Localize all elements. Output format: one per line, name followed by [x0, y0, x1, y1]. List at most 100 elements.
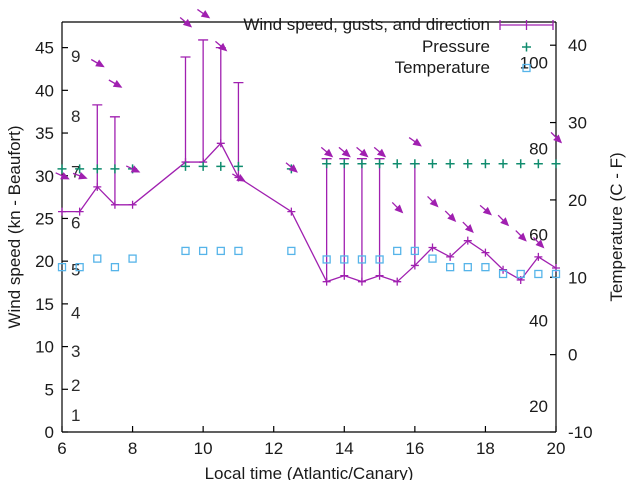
- wind-gust-bar: [109, 116, 120, 205]
- wind-speed-marker: [446, 252, 455, 261]
- y-tick-label-25: 25: [35, 209, 54, 228]
- celsius-tick-label--10: -10: [568, 423, 593, 442]
- wind-direction-arrow: [179, 17, 193, 28]
- temperature-marker: [287, 246, 296, 256]
- celsius-tick-label-10: 10: [568, 268, 587, 287]
- temperature-marker: [393, 246, 402, 256]
- pressure-marker: [339, 159, 349, 169]
- wind-direction-arrow: [215, 40, 228, 52]
- wind-gust-bar: [198, 39, 209, 163]
- x-tick-label-18: 18: [476, 439, 495, 458]
- arrow-head: [236, 174, 246, 182]
- pressure-marker: [357, 159, 367, 169]
- beaufort-label-7: 7: [71, 162, 80, 181]
- wind-direction-arrow: [285, 162, 298, 173]
- wind-speed-marker: [393, 277, 402, 286]
- pressure-marker: [428, 159, 437, 169]
- pressure-marker: [216, 161, 226, 171]
- arrow-head: [60, 172, 70, 180]
- legend-label-temperature: Temperature: [395, 58, 490, 77]
- arrow-head: [288, 164, 298, 173]
- pressure-marker: [392, 159, 402, 169]
- temperature-marker: [57, 262, 67, 272]
- x-axis-title: Local time (Atlantic/Canary): [205, 464, 414, 480]
- beaufort-label-3: 3: [71, 342, 80, 361]
- wind-direction-arrow: [320, 146, 334, 158]
- wind-speed-marker: [499, 265, 508, 274]
- temperature-marker: [534, 269, 543, 279]
- wind-direction-arrow: [232, 173, 246, 182]
- pressure-marker: [57, 164, 67, 174]
- arrow-head: [95, 59, 105, 68]
- arrow-head: [464, 224, 474, 234]
- legend-label-wind: Wind speed, gusts, and direction: [243, 15, 490, 34]
- arrow-head: [517, 232, 527, 242]
- wind-direction-arrow: [373, 146, 387, 158]
- temperature-marker: [428, 254, 437, 263]
- wind-direction-arrow: [550, 131, 563, 144]
- wind-speed-marker: [58, 207, 66, 216]
- wind-direction-arrow: [356, 146, 369, 158]
- temperature-marker: [128, 254, 137, 263]
- temperature-marker: [516, 269, 525, 279]
- legend-marker-wind: [499, 20, 554, 30]
- y-tick-label-10: 10: [35, 338, 54, 357]
- temperature-marker: [551, 269, 561, 279]
- temperature-marker: [445, 262, 455, 272]
- wind-direction-arrow: [90, 58, 105, 68]
- temperature-marker: [410, 246, 420, 256]
- pressure-marker: [322, 159, 332, 169]
- temperature-marker: [234, 246, 243, 256]
- wind-direction-arrow: [55, 172, 70, 180]
- arrow-head: [412, 138, 422, 147]
- wind-gust-bar: [180, 56, 191, 163]
- y-tick-label-15: 15: [35, 295, 54, 314]
- celsius-tick-label-30: 30: [568, 114, 587, 133]
- wind-direction-arrow: [497, 214, 510, 227]
- arrow-head: [553, 134, 563, 144]
- wind-direction-arrow: [515, 230, 527, 242]
- temperature-marker: [216, 246, 225, 256]
- fahrenheit-tick-label-80: 80: [529, 139, 548, 158]
- wind-direction-arrow: [197, 8, 211, 19]
- temperature-marker: [340, 255, 349, 264]
- arrow-head: [341, 148, 351, 158]
- y-axis-title-left: Wind speed (kn - Beaufort): [5, 125, 24, 328]
- pressure-marker: [533, 159, 543, 169]
- y-tick-label-20: 20: [35, 252, 54, 271]
- temperature-marker: [498, 269, 508, 279]
- pressure-marker: [198, 161, 208, 171]
- pressure-marker: [498, 159, 508, 169]
- pressure-marker: [410, 159, 420, 169]
- arrow-head: [324, 148, 334, 158]
- arrow-head: [535, 239, 545, 249]
- x-tick-label-16: 16: [405, 439, 424, 458]
- wind-direction-arrow: [338, 146, 351, 158]
- wind-direction-arrow: [125, 165, 141, 173]
- arrow-head: [500, 217, 510, 227]
- wind-speed-marker: [463, 236, 472, 245]
- pressure-marker: [181, 161, 190, 171]
- fahrenheit-tick-label-60: 60: [529, 225, 548, 244]
- arrow-head: [394, 204, 404, 214]
- x-tick-label-10: 10: [194, 439, 213, 458]
- pressure-marker: [375, 159, 385, 169]
- x-tick-label-20: 20: [547, 439, 566, 458]
- celsius-tick-label-20: 20: [568, 191, 587, 210]
- y-tick-label-40: 40: [35, 81, 54, 100]
- pressure-marker: [480, 159, 490, 169]
- fahrenheit-tick-label-40: 40: [529, 311, 548, 330]
- arrow-head: [376, 148, 387, 158]
- wind-speed-marker: [287, 207, 296, 216]
- temperature-marker: [75, 262, 84, 272]
- wind-speed-marker: [534, 252, 543, 261]
- wind-speed-marker: [481, 248, 490, 257]
- wind-direction-arrow: [427, 195, 439, 208]
- legend-marker-pressure: [522, 42, 531, 52]
- y-tick-label-5: 5: [45, 380, 54, 399]
- legend-label-pressure: Pressure: [422, 37, 490, 56]
- wind-direction-arrow: [391, 201, 404, 214]
- x-tick-label-12: 12: [264, 439, 283, 458]
